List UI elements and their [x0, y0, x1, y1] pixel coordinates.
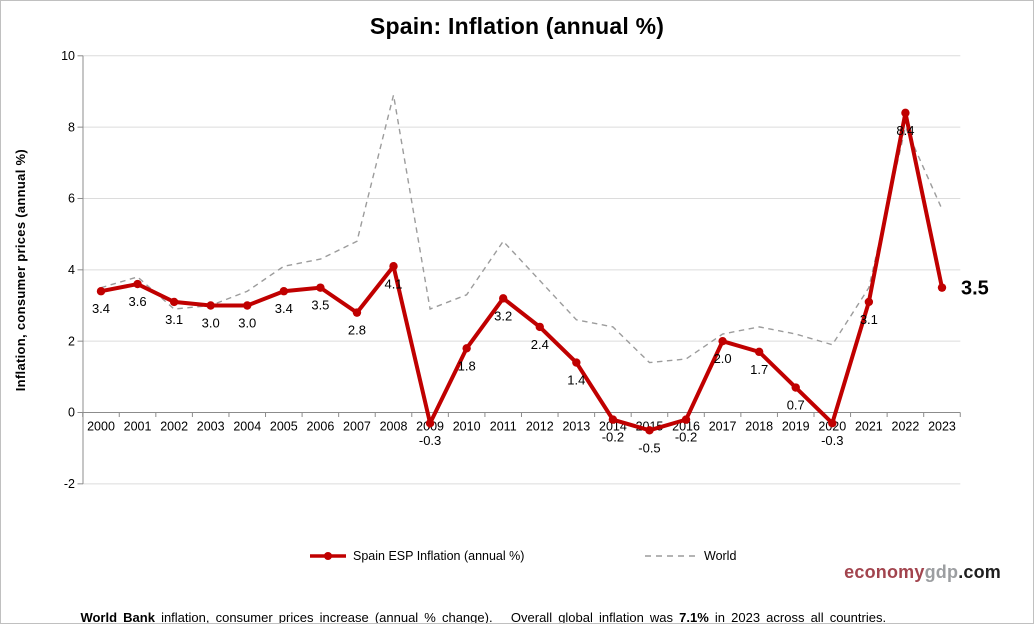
source-note-text1: inflation, consumer prices increase (ann…: [154, 610, 680, 624]
svg-text:3.4: 3.4: [92, 301, 110, 316]
svg-text:1.8: 1.8: [458, 358, 476, 373]
svg-text:2010: 2010: [453, 420, 481, 434]
source-note: World Bank inflation, consumer prices in…: [56, 595, 887, 624]
svg-text:3.0: 3.0: [238, 315, 256, 330]
world-line: [100, 94, 943, 364]
svg-text:6: 6: [68, 192, 75, 206]
svg-text:2023: 2023: [928, 420, 956, 434]
svg-text:2008: 2008: [380, 420, 408, 434]
svg-text:8.4: 8.4: [896, 123, 914, 138]
svg-text:2.8: 2.8: [348, 323, 366, 338]
x-tick-labels: 2000200120022003200420052006200720082009…: [87, 420, 956, 434]
spain-markers: [96, 108, 947, 435]
brand-economy: economy: [844, 562, 925, 582]
source-note-text2: in 2023 across all countries.: [708, 610, 887, 624]
svg-text:-0.2: -0.2: [675, 430, 697, 445]
svg-text:2017: 2017: [709, 420, 737, 434]
svg-text:2007: 2007: [343, 420, 371, 434]
svg-text:2001: 2001: [124, 420, 152, 434]
svg-text:2021: 2021: [855, 420, 883, 434]
svg-text:2012: 2012: [526, 420, 554, 434]
svg-text:2004: 2004: [233, 420, 261, 434]
legend-item-world: World: [644, 549, 736, 563]
source-note-bold2: 7.1%: [679, 610, 709, 624]
svg-text:2.0: 2.0: [714, 351, 732, 366]
svg-text:3.5: 3.5: [311, 298, 329, 313]
svg-text:0.7: 0.7: [787, 398, 805, 413]
x-axis: [82, 412, 961, 417]
brand-gdp: gdp: [924, 562, 959, 582]
y-axis: [77, 55, 84, 485]
svg-text:-0.5: -0.5: [638, 440, 660, 455]
svg-text:3.0: 3.0: [202, 315, 220, 330]
chart-title: Spain: Inflation (annual %): [369, 13, 665, 39]
svg-text:-0.3: -0.3: [821, 433, 843, 448]
svg-text:4.1: 4.1: [384, 276, 402, 291]
svg-text:-0.3: -0.3: [419, 433, 441, 448]
svg-text:3.4: 3.4: [275, 301, 293, 316]
svg-text:-2: -2: [64, 477, 75, 491]
svg-text:2003: 2003: [197, 420, 225, 434]
svg-text:2013: 2013: [562, 420, 590, 434]
legend-item-spain: Spain ESP Inflation (annual %): [309, 549, 524, 563]
spain-line-swatch-icon: [310, 552, 346, 560]
svg-text:2: 2: [68, 334, 75, 348]
svg-text:3.5: 3.5: [961, 278, 989, 300]
svg-text:2002: 2002: [160, 420, 188, 434]
svg-text:2006: 2006: [306, 420, 334, 434]
svg-text:2000: 2000: [87, 420, 115, 434]
svg-text:2018: 2018: [745, 420, 773, 434]
svg-text:3.1: 3.1: [860, 312, 878, 327]
svg-text:2019: 2019: [782, 420, 810, 434]
svg-text:1.7: 1.7: [750, 362, 768, 377]
svg-text:8: 8: [68, 120, 75, 134]
source-note-bold1: World Bank: [80, 610, 155, 624]
data-labels: 3.4 3.6 3.1 3.0 3.0 3.4 3.5 2.8 4.1 -0.3 1.8 3.2 2.4…: [92, 123, 989, 455]
brand-com: .com: [958, 562, 1001, 582]
legend-label-spain: Spain ESP Inflation (annual %): [353, 549, 525, 563]
y-tick-labels: 10 8 6 4 2 0 -2: [61, 49, 75, 491]
svg-text:3.2: 3.2: [494, 308, 512, 323]
brand-watermark: economygdp.com: [844, 562, 1001, 583]
chart-legend: Spain ESP Inflation (annual %) World: [1, 549, 1033, 571]
svg-text:2022: 2022: [892, 420, 920, 434]
svg-text:3.1: 3.1: [165, 312, 183, 327]
svg-text:3.6: 3.6: [129, 294, 147, 309]
svg-text:-0.2: -0.2: [602, 430, 624, 445]
legend-label-world: World: [704, 549, 737, 563]
svg-text:2005: 2005: [270, 420, 298, 434]
svg-text:10: 10: [61, 49, 75, 63]
svg-text:0: 0: [68, 406, 75, 420]
inflation-line-chart: 10 8 6 4 2 0 -2 2000 2001 2002 2003 2004 2005 2006 200…: [61, 49, 989, 491]
world-dash-swatch-icon: [645, 555, 697, 557]
gridlines: [82, 55, 961, 485]
svg-text:1.4: 1.4: [567, 373, 585, 388]
spain-line: [100, 112, 944, 433]
svg-text:2011: 2011: [490, 420, 517, 434]
svg-text:2.4: 2.4: [531, 337, 549, 352]
svg-text:4: 4: [68, 263, 75, 277]
